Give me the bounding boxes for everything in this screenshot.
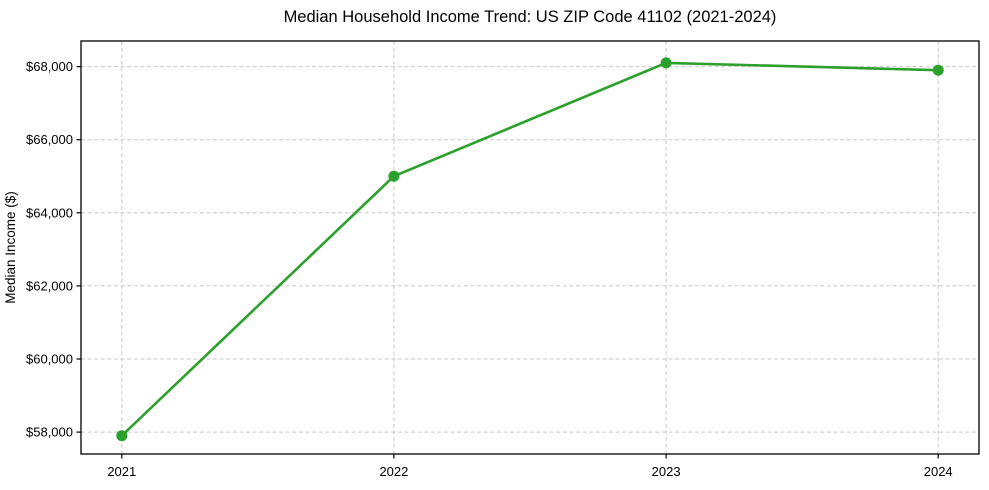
grid-layer <box>81 41 979 454</box>
y-tick-label: $58,000 <box>26 425 73 440</box>
chart-title: Median Household Income Trend: US ZIP Co… <box>284 8 777 26</box>
data-point-2021 <box>116 430 128 442</box>
x-tick-label: 2023 <box>652 464 681 479</box>
plot-area-border <box>80 40 980 455</box>
axis-layer: $58,000 $60,000 $62,000 $64,000 $66,000 $68,0… <box>26 59 953 479</box>
x-tick-label: 2024 <box>924 464 953 479</box>
x-tick-label: 2022 <box>379 464 408 479</box>
data-point-2022 <box>388 170 400 182</box>
data-point-2023 <box>660 57 672 69</box>
x-tick-label: 2021 <box>107 464 136 479</box>
y-tick-label: $60,000 <box>26 352 73 367</box>
y-tick-label: $68,000 <box>26 59 73 74</box>
data-series-layer <box>116 57 944 442</box>
y-tick-label: $64,000 <box>26 205 73 220</box>
y-tick-label: $62,000 <box>26 278 73 293</box>
income-trend-line <box>120 61 940 438</box>
y-axis-label: Median Income ($) <box>3 191 18 304</box>
data-point-2024 <box>932 64 944 76</box>
y-tick-label: $66,000 <box>26 132 73 147</box>
